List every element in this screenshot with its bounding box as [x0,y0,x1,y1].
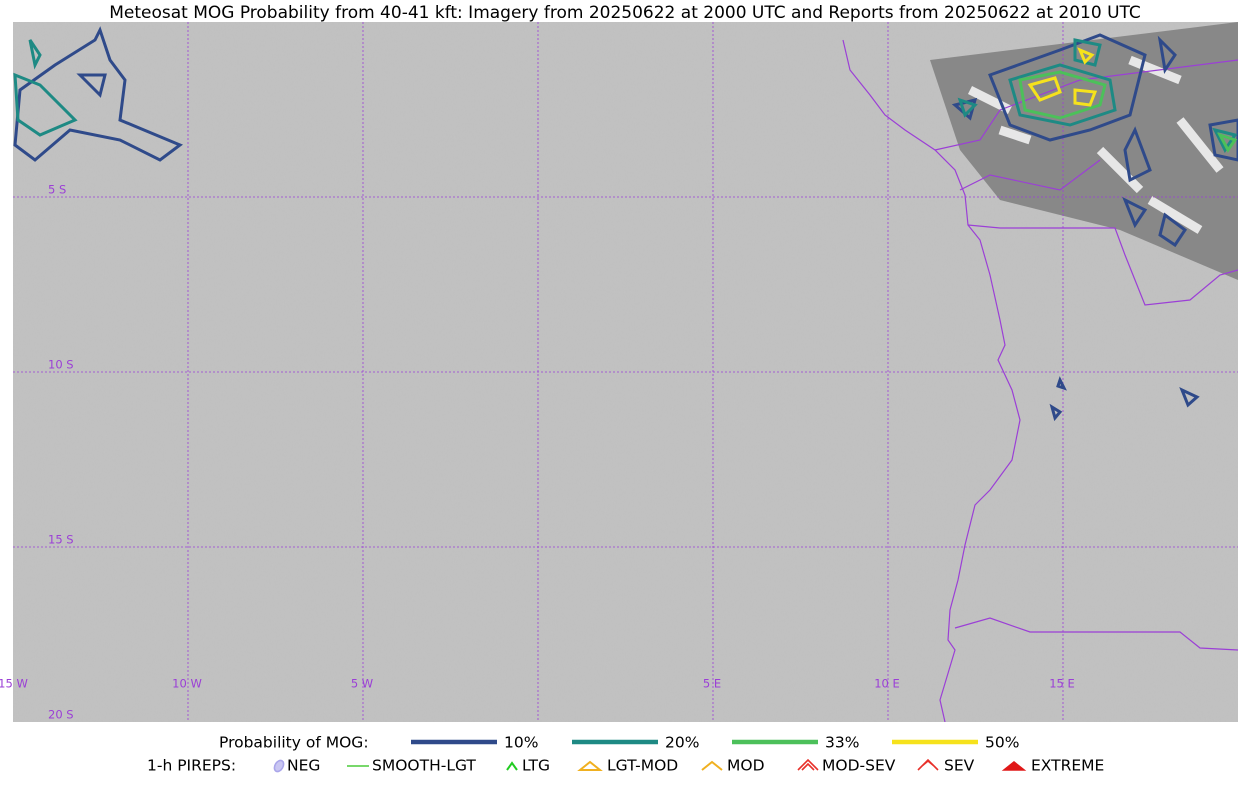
border [954,617,1238,651]
map-area [13,22,1238,722]
pirep-label: SMOOTH-LGT [372,757,476,775]
lat-label: 5 S [48,183,66,197]
legend-label: 10% [504,734,538,752]
legend: Probability of MOG: 1-h PIREPS: 10% 20% 33… [147,734,1104,775]
lon-label: 15 E [1049,677,1075,691]
contours [13,26,1238,422]
lon-label: 5 E [703,677,721,691]
pirep-label: SEV [944,757,975,775]
lon-label: 10 E [874,677,900,691]
lon-label: 5 W [351,677,373,691]
lat-label: 20 S [48,708,74,722]
legend-label: 33% [825,734,859,752]
mod-icon [701,760,723,771]
contour [13,26,183,162]
pirep-label: NEG [287,757,320,775]
pirep-label: MOD [727,757,765,775]
lon-label: 15 W [0,677,28,691]
pirep-label: MOD-SEV [822,757,896,775]
lat-label: 10 S [48,358,74,372]
mod-sev-icon [797,758,819,771]
contour [13,39,78,137]
cloud-region [930,22,1238,280]
pirep-label: LTG [522,757,550,775]
legend-label: 20% [665,734,699,752]
ltg-icon [506,761,518,771]
title: Meteosat MOG Probability from 40-41 kft:… [109,3,1141,23]
borders [842,39,1238,722]
lon-label: 10 W [172,677,202,691]
border [967,224,1238,306]
lgt-mod-icon [577,760,603,771]
coastline [842,39,1021,722]
contour [1018,70,1238,153]
legend-title: Probability of MOG: [219,734,369,752]
cloud-tops [967,55,1224,234]
legend-label: 50% [985,734,1019,752]
neg-icon [273,759,285,773]
border [934,59,1238,191]
pirep-icons [273,758,1027,773]
pirep-label: EXTREME [1031,757,1104,775]
legend-title: 1-h PIREPS: [147,757,236,775]
lat-label: 15 S [48,533,74,547]
grid [13,22,1238,722]
extreme-icon [1001,760,1027,771]
contour [1027,47,1098,107]
pirep-label: LGT-MOD [607,757,678,775]
sev-icon [917,758,939,771]
contour [957,38,1238,153]
